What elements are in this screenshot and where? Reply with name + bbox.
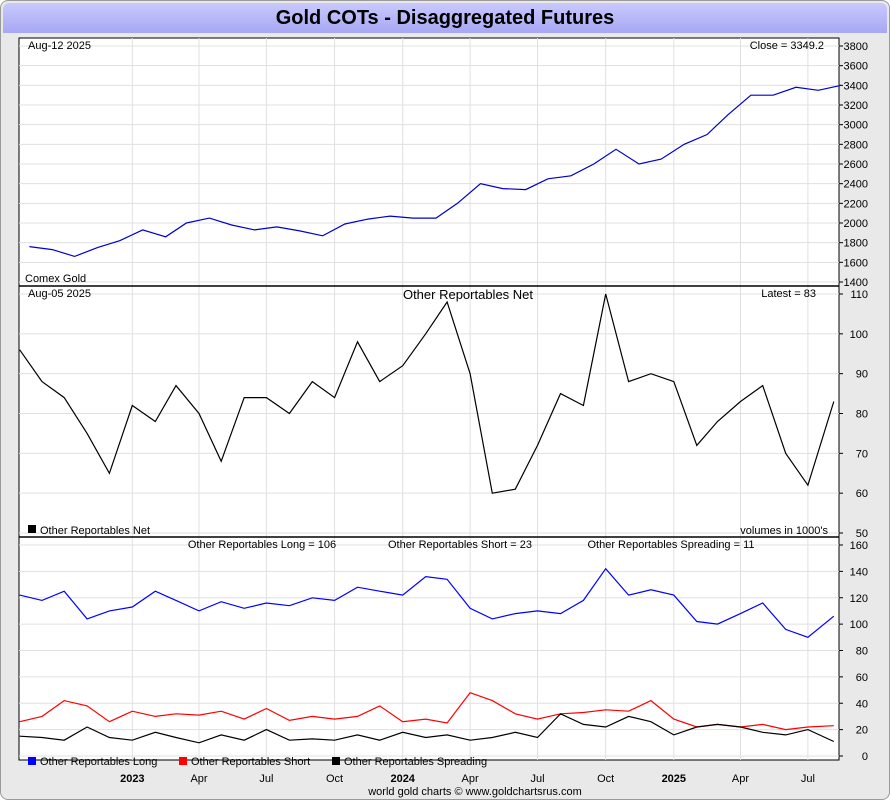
x-tick-label: Apr bbox=[462, 773, 479, 785]
x-tick-label: Oct bbox=[597, 773, 614, 785]
y-tick-label: 80 bbox=[856, 409, 868, 421]
y-tick-label: 60 bbox=[856, 488, 868, 500]
legend-label-short: Other Reportables Short bbox=[191, 756, 310, 768]
spreading-latest-label: Other Reportables Spreading = 11 bbox=[587, 539, 754, 551]
x-tick-label: 2023 bbox=[120, 773, 144, 785]
x-tick-label: Apr bbox=[732, 773, 749, 785]
x-tick-label: Jul bbox=[259, 773, 273, 785]
series-line bbox=[19, 567, 835, 638]
y-tick-label: 3000 bbox=[844, 120, 868, 132]
y-tick-label: 120 bbox=[850, 593, 868, 605]
gridlines bbox=[19, 38, 839, 760]
x-tick-label: 2025 bbox=[662, 773, 686, 785]
y-tick-label: 1800 bbox=[844, 238, 868, 250]
y-tick-label: 1600 bbox=[844, 257, 868, 269]
net-legend-swatch bbox=[28, 525, 36, 533]
price-date-label: Aug-12 2025 bbox=[28, 40, 91, 52]
y-tick-label: 20 bbox=[856, 725, 868, 737]
net-date-label: Aug-05 2025 bbox=[28, 288, 91, 300]
legend-swatch-spreading bbox=[332, 757, 340, 765]
legend-swatch-short bbox=[179, 757, 187, 765]
series-line bbox=[19, 713, 835, 744]
x-tick-label: 2024 bbox=[390, 773, 415, 785]
y-tick-label: 90 bbox=[856, 369, 868, 381]
y-tick-label: 1400 bbox=[844, 277, 868, 289]
series-lines bbox=[19, 84, 842, 744]
chart-title: Gold COTs - Disaggregated Futures bbox=[275, 7, 615, 29]
legend-label-long: Other Reportables Long bbox=[40, 756, 157, 768]
x-tick-label: Jul bbox=[530, 773, 544, 785]
legend-label-spreading: Other Reportables Spreading bbox=[344, 756, 487, 768]
y-tick-label: 2200 bbox=[844, 198, 868, 210]
y-tick-label: 3400 bbox=[844, 80, 868, 92]
y-tick-label: 70 bbox=[856, 448, 868, 460]
footer-credit: world gold charts © www.goldchartsrus.co… bbox=[367, 786, 582, 798]
y-tick-label: 60 bbox=[856, 672, 868, 684]
y-tick-label: 80 bbox=[856, 646, 868, 658]
y-tick-label: 3800 bbox=[844, 41, 868, 53]
short-latest-label: Other Reportables Short = 23 bbox=[388, 539, 532, 551]
units-label: volumes in 1000's bbox=[740, 525, 828, 537]
long-latest-label: Other Reportables Long = 106 bbox=[188, 539, 336, 551]
y-tick-label: 140 bbox=[850, 566, 868, 578]
y-tick-label: 110 bbox=[850, 289, 868, 301]
y-tick-label: 2600 bbox=[844, 159, 868, 171]
y-tick-label: 3200 bbox=[844, 100, 868, 112]
y-tick-label: 0 bbox=[862, 751, 868, 763]
title-bar: Gold COTs - Disaggregated Futures bbox=[3, 3, 887, 33]
series-line bbox=[29, 84, 842, 258]
x-axis-labels: 2023 Apr Jul Oct 2024 Apr Jul Oct 2025 Apr Jul bbox=[120, 773, 815, 785]
y-tick-label: 3600 bbox=[844, 61, 868, 73]
plot-area bbox=[18, 37, 840, 761]
legend: Other Reportables Long Other Reportables… bbox=[28, 756, 487, 768]
series-line bbox=[19, 293, 835, 494]
y-tick-label: 2000 bbox=[844, 218, 868, 230]
price-series-label: Comex Gold bbox=[25, 273, 86, 285]
y-tick-label: 160 bbox=[850, 540, 868, 552]
net-legend-label: Other Reportables Net bbox=[40, 525, 150, 537]
close-label: Close = 3349.2 bbox=[750, 40, 824, 52]
y-tick-label: 2400 bbox=[844, 179, 868, 191]
y-tick-label: 2800 bbox=[844, 139, 868, 151]
net-panel-title: Other Reportables Net bbox=[403, 287, 533, 302]
y-tick-label: 50 bbox=[856, 528, 868, 540]
x-tick-label: Oct bbox=[326, 773, 343, 785]
legend-swatch-long bbox=[28, 757, 36, 765]
y-tick-label: 100 bbox=[850, 329, 868, 341]
x-tick-label: Jul bbox=[801, 773, 815, 785]
x-tick-label: Apr bbox=[190, 773, 207, 785]
y-tick-label: 100 bbox=[850, 619, 868, 631]
latest-label: Latest = 83 bbox=[761, 288, 816, 300]
y-tick-label: 40 bbox=[856, 698, 868, 710]
axis-ticks: 1400160018002000220024002600280030003200… bbox=[839, 41, 868, 763]
